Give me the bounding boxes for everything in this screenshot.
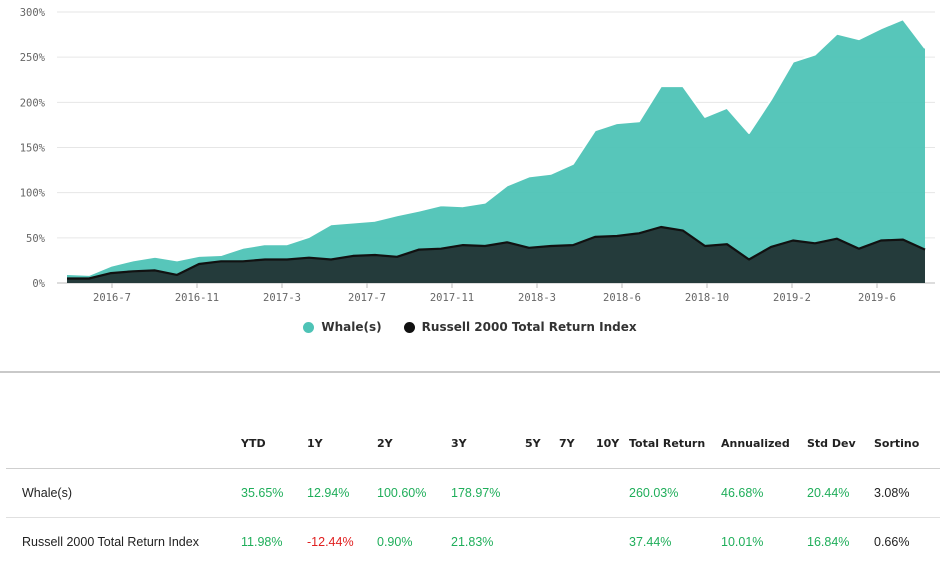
column-header[interactable]: Annualized xyxy=(721,420,807,469)
column-header[interactable]: Sortino xyxy=(874,420,940,469)
area-whales xyxy=(67,19,925,283)
column-header[interactable]: Total Return xyxy=(629,420,721,469)
x-tick-label: 2019-2 xyxy=(773,292,811,304)
line-whales xyxy=(66,18,926,276)
column-header[interactable]: 10Y xyxy=(596,420,629,469)
row-name: Russell 2000 Total Return Index xyxy=(22,534,199,549)
column-header[interactable]: Std Dev xyxy=(807,420,874,469)
table-cell: 0.66% xyxy=(874,534,910,549)
legend-label-russell: Russell 2000 Total Return Index xyxy=(421,320,637,334)
table-cell xyxy=(525,468,559,518)
column-header[interactable]: 7Y xyxy=(559,420,596,469)
legend-item-russell[interactable]: Russell 2000 Total Return Index xyxy=(403,320,637,334)
y-tick-label: 200% xyxy=(20,97,46,109)
table-row: Whale(s) 35.65% 12.94% 100.60% 178.97% 260.03… xyxy=(6,468,940,518)
table-cell xyxy=(559,517,596,562)
x-tick-label: 2017-3 xyxy=(263,292,301,304)
legend-dot-whales xyxy=(303,321,315,333)
y-tick-label: 300% xyxy=(20,7,46,19)
x-tick-label: 2019-6 xyxy=(858,292,896,304)
line-russell xyxy=(67,225,926,280)
section-divider xyxy=(0,371,940,373)
table-cell: 37.44% xyxy=(629,534,672,549)
y-tick-label: 100% xyxy=(20,188,46,200)
x-tick-label: 2017-7 xyxy=(348,292,386,304)
table-cell xyxy=(596,468,629,518)
column-header xyxy=(6,420,241,469)
column-header[interactable]: 2Y xyxy=(377,420,451,469)
table-cell: 3.08% xyxy=(874,468,940,518)
table-cell: 0.90% xyxy=(377,534,413,549)
table-cell: 46.68% xyxy=(721,468,807,518)
column-header[interactable]: YTD xyxy=(241,420,307,469)
table-cell: 11.98% xyxy=(241,534,283,549)
table-cell xyxy=(596,517,629,562)
table-cell: 12.94% xyxy=(307,468,377,518)
chart-svg: 300% 250% 200% 150% 100% 50% 0% 2016-7 2016-11 20… xyxy=(20,7,935,304)
row-name: Whale(s) xyxy=(6,468,241,518)
area-russell xyxy=(67,227,925,283)
column-header[interactable]: 5Y xyxy=(525,420,559,469)
table-row: Russell 2000 Total Return Index 11.98% -12… xyxy=(6,517,940,562)
table-cell: 35.65% xyxy=(241,468,307,518)
x-tick-label: 2018-6 xyxy=(603,292,641,304)
performance-table: YTD 1Y 2Y 3Y 5Y 7Y 10Y Total Return Annualized St… xyxy=(6,420,940,562)
y-tick-label: 250% xyxy=(20,52,46,64)
performance-chart: 300% 250% 200% 150% 100% 50% 0% 2016-7 2016-11 20… xyxy=(0,7,940,334)
table-header-row: YTD 1Y 2Y 3Y 5Y 7Y 10Y Total Return Annualized St… xyxy=(6,420,940,469)
y-tick-label: 0% xyxy=(32,278,45,290)
table-cell: 20.44% xyxy=(807,468,874,518)
chart-legend: Whale(s) Russell 2000 Total Return Index xyxy=(0,320,940,334)
legend-item-whales[interactable]: Whale(s) xyxy=(303,320,382,334)
table-cell: 16.84% xyxy=(807,534,850,549)
column-header[interactable]: 1Y xyxy=(307,420,377,469)
legend-label-whales: Whale(s) xyxy=(321,320,382,334)
legend-dot-russell xyxy=(403,321,415,333)
y-tick-label: 150% xyxy=(20,143,46,155)
table-cell: 178.97% xyxy=(451,468,525,518)
table-cell: 260.03% xyxy=(629,468,721,518)
x-tick-label: 2018-10 xyxy=(685,292,729,304)
table-cell xyxy=(559,468,596,518)
table-cell xyxy=(525,517,559,562)
table-cell: -12.44% xyxy=(307,534,354,549)
x-tick-label: 2017-11 xyxy=(430,292,474,304)
table-cell: 10.01% xyxy=(721,534,764,549)
table-cell: 21.83% xyxy=(451,534,494,549)
x-tick-label: 2018-3 xyxy=(518,292,556,304)
x-tick-label: 2016-11 xyxy=(175,292,219,304)
x-tick-label: 2016-7 xyxy=(93,292,131,304)
column-header[interactable]: 3Y xyxy=(451,420,525,469)
y-tick-label: 50% xyxy=(26,233,46,245)
table-cell: 100.60% xyxy=(377,468,451,518)
